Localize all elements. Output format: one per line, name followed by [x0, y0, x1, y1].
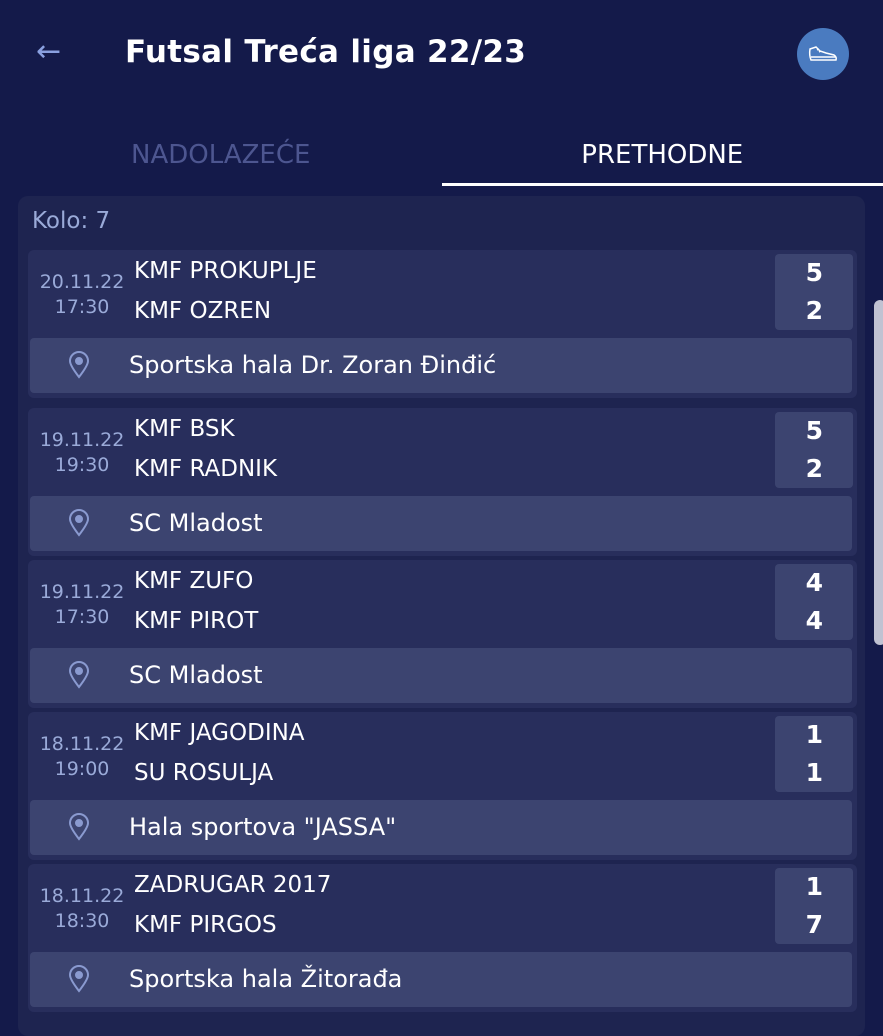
away-team: KMF PIROT — [134, 608, 258, 634]
location-pin-icon — [68, 509, 90, 537]
venue-row[interactable]: SC Mladost — [30, 496, 852, 551]
away-score: 2 — [775, 292, 823, 330]
home-team: KMF ZUFO — [134, 568, 253, 594]
away-team: SU ROSULJA — [134, 760, 273, 786]
location-pin-icon — [68, 351, 90, 379]
tab-previous[interactable]: PRETHODNE — [442, 120, 883, 186]
match-date: 18.11.22 — [28, 884, 136, 909]
away-team: KMF OZREN — [134, 298, 271, 324]
arrow-left-icon: ← — [36, 34, 61, 69]
app-header: ← Futsal Treća liga 22/23 — [0, 0, 883, 110]
venue-name: Hala sportova "JASSA" — [129, 813, 396, 841]
match-date: 19.11.22 — [28, 428, 136, 453]
page-title: Futsal Treća liga 22/23 — [125, 34, 526, 70]
tab-upcoming[interactable]: NADOLAZEĆE — [0, 120, 442, 186]
venue-name: SC Mladost — [129, 509, 263, 537]
home-score: 4 — [775, 564, 823, 602]
venue-row[interactable]: SC Mladost — [30, 648, 852, 703]
location-pin-icon — [68, 813, 90, 841]
venue-row[interactable]: Sportska hala Dr. Zoran Đinđić — [30, 338, 852, 393]
away-score: 2 — [775, 450, 823, 488]
home-score: 5 — [775, 412, 823, 450]
away-score: 7 — [775, 906, 823, 944]
away-score: 1 — [775, 754, 823, 792]
home-team: KMF JAGODINA — [134, 720, 305, 746]
away-team: KMF RADNIK — [134, 456, 277, 482]
round-label: Kolo: 7 — [32, 208, 110, 234]
sport-button[interactable] — [797, 28, 849, 80]
match-time: 17:30 — [28, 605, 136, 630]
away-team: KMF PIRGOS — [134, 912, 277, 938]
venue-row[interactable]: Sportska hala Žitorađa — [30, 952, 852, 1007]
match-time: 19:30 — [28, 453, 136, 478]
home-team: ZADRUGAR 2017 — [134, 872, 331, 898]
match-time: 17:30 — [28, 295, 136, 320]
venue-name: Sportska hala Dr. Zoran Đinđić — [129, 351, 496, 379]
venue-name: SC Mladost — [129, 661, 263, 689]
away-score: 4 — [775, 602, 823, 640]
home-score: 5 — [775, 254, 823, 292]
home-score: 1 — [775, 868, 823, 906]
scrollbar[interactable] — [874, 300, 883, 645]
match-time: 19:00 — [28, 757, 136, 782]
home-team: KMF PROKUPLJE — [134, 258, 317, 284]
home-team: KMF BSK — [134, 416, 235, 442]
sneaker-icon — [808, 45, 838, 63]
venue-name: Sportska hala Žitorađa — [129, 965, 402, 993]
tab-bar: NADOLAZEĆE PRETHODNE — [0, 120, 883, 186]
location-pin-icon — [68, 661, 90, 689]
venue-row[interactable]: Hala sportova "JASSA" — [30, 800, 852, 855]
match-time: 18:30 — [28, 909, 136, 934]
match-date: 19.11.22 — [28, 580, 136, 605]
home-score: 1 — [775, 716, 823, 754]
back-button[interactable]: ← — [36, 34, 72, 70]
match-date: 18.11.22 — [28, 732, 136, 757]
location-pin-icon — [68, 965, 90, 993]
match-date: 20.11.22 — [28, 270, 136, 295]
